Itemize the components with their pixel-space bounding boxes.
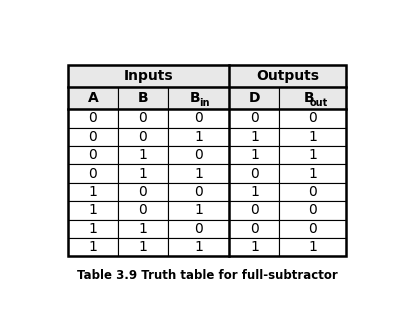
- Text: 0: 0: [250, 222, 259, 236]
- Bar: [168, 219, 229, 238]
- Text: 0: 0: [88, 111, 97, 125]
- Text: 0: 0: [139, 203, 147, 217]
- Bar: [118, 127, 168, 146]
- Bar: [168, 201, 229, 219]
- Bar: [68, 238, 118, 256]
- Text: 1: 1: [250, 240, 259, 254]
- Text: 1: 1: [194, 130, 203, 144]
- Bar: [118, 109, 168, 127]
- Bar: [68, 127, 118, 146]
- Text: 0: 0: [194, 222, 203, 236]
- Bar: [279, 238, 346, 256]
- Text: 1: 1: [194, 203, 203, 217]
- Text: 0: 0: [308, 203, 317, 217]
- Text: 0: 0: [250, 203, 259, 217]
- Text: 1: 1: [308, 240, 317, 254]
- Bar: [168, 87, 229, 109]
- Text: 1: 1: [250, 148, 259, 162]
- Text: 1: 1: [250, 185, 259, 199]
- Text: 0: 0: [139, 130, 147, 144]
- Text: 1: 1: [194, 166, 203, 181]
- Bar: [168, 146, 229, 165]
- Text: 1: 1: [88, 222, 97, 236]
- Text: 1: 1: [308, 148, 317, 162]
- Text: 0: 0: [250, 166, 259, 181]
- Bar: [168, 109, 229, 127]
- Bar: [229, 146, 279, 165]
- Bar: [68, 165, 118, 183]
- Bar: [279, 146, 346, 165]
- Bar: [168, 127, 229, 146]
- Bar: [118, 183, 168, 201]
- Text: 0: 0: [308, 111, 317, 125]
- Bar: [168, 183, 229, 201]
- Bar: [229, 109, 279, 127]
- Text: 1: 1: [194, 240, 203, 254]
- Text: B: B: [304, 91, 314, 105]
- Bar: [118, 201, 168, 219]
- Text: 1: 1: [139, 222, 147, 236]
- Bar: [68, 87, 118, 109]
- Text: Inputs: Inputs: [124, 69, 173, 83]
- Text: Table 3.9 Truth table for full-subtractor: Table 3.9 Truth table for full-subtracto…: [77, 269, 337, 282]
- Bar: [229, 201, 279, 219]
- Bar: [229, 165, 279, 183]
- Bar: [279, 87, 346, 109]
- Text: B: B: [190, 91, 200, 105]
- Text: 0: 0: [139, 111, 147, 125]
- Bar: [118, 146, 168, 165]
- Bar: [168, 165, 229, 183]
- Text: in: in: [199, 98, 210, 108]
- Text: 1: 1: [308, 130, 317, 144]
- Bar: [68, 65, 229, 87]
- Text: 0: 0: [250, 111, 259, 125]
- Bar: [229, 127, 279, 146]
- Bar: [279, 109, 346, 127]
- Text: B: B: [137, 91, 148, 105]
- Text: 0: 0: [194, 148, 203, 162]
- Text: D: D: [248, 91, 260, 105]
- Bar: [279, 183, 346, 201]
- Bar: [118, 165, 168, 183]
- Bar: [68, 201, 118, 219]
- Bar: [68, 219, 118, 238]
- Bar: [118, 238, 168, 256]
- Bar: [279, 201, 346, 219]
- Bar: [68, 65, 346, 256]
- Bar: [118, 219, 168, 238]
- Text: 0: 0: [194, 111, 203, 125]
- Text: 1: 1: [139, 148, 147, 162]
- Text: 0: 0: [88, 148, 97, 162]
- Text: 0: 0: [308, 222, 317, 236]
- Text: 0: 0: [139, 185, 147, 199]
- Text: 1: 1: [88, 203, 97, 217]
- Text: 0: 0: [88, 130, 97, 144]
- Bar: [279, 219, 346, 238]
- Text: 0: 0: [194, 185, 203, 199]
- Bar: [68, 109, 118, 127]
- Text: 1: 1: [308, 166, 317, 181]
- Bar: [229, 219, 279, 238]
- Text: 0: 0: [308, 185, 317, 199]
- Text: 1: 1: [88, 240, 97, 254]
- Text: 1: 1: [250, 130, 259, 144]
- Bar: [229, 87, 279, 109]
- Text: 1: 1: [88, 185, 97, 199]
- Bar: [118, 87, 168, 109]
- Text: Outputs: Outputs: [256, 69, 319, 83]
- Bar: [279, 127, 346, 146]
- Text: 1: 1: [139, 166, 147, 181]
- Bar: [229, 65, 346, 87]
- Bar: [68, 146, 118, 165]
- Bar: [229, 238, 279, 256]
- Text: out: out: [310, 98, 328, 108]
- Text: 0: 0: [88, 166, 97, 181]
- Bar: [68, 183, 118, 201]
- Text: 1: 1: [139, 240, 147, 254]
- Bar: [168, 238, 229, 256]
- Bar: [279, 165, 346, 183]
- Text: A: A: [87, 91, 98, 105]
- Bar: [229, 183, 279, 201]
